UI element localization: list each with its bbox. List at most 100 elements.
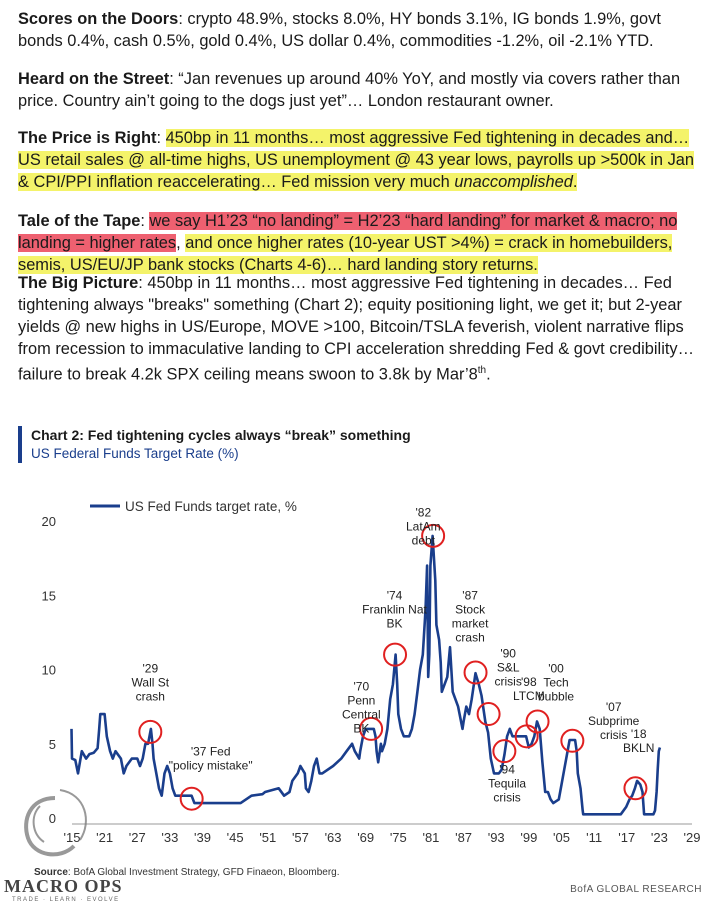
annotation-line: '70: [354, 679, 370, 693]
annotation-line: crisis: [495, 675, 522, 689]
x-tick-label: '57: [292, 830, 309, 845]
paragraph-big-picture: The Big Picture: 450bp in 11 months… mos…: [18, 274, 694, 384]
annotation-line: Franklin Nat: [362, 603, 427, 617]
annotation-line: '29: [142, 661, 158, 675]
annotation-label: '70 Penn Central BK: [342, 679, 381, 735]
annotation-line: '94: [499, 762, 515, 776]
paragraph-price: The Price is Right: 450bp in 11 months… …: [18, 129, 695, 191]
annotation-label: '37 Fed "policy mistake": [169, 745, 253, 773]
x-tick-label: '87: [455, 830, 472, 845]
annotation-line: Wall St: [132, 675, 170, 689]
x-tick-label: '45: [227, 830, 244, 845]
annotation-circle: [525, 709, 550, 734]
scores-text: : crypto 48.9%, stocks 8.0%, HY bonds 3.…: [18, 10, 661, 50]
annotation-line: bubble: [538, 689, 574, 703]
paragraph-tape: Tale of the Tape: we say H1’23 “no landi…: [18, 212, 678, 274]
annotation-circle: [476, 702, 501, 727]
x-tick-label: '27: [129, 830, 146, 845]
annotation-line: LTCM: [513, 689, 545, 703]
logo-tagline: TRADE · LEARN · EVOLVE: [12, 897, 120, 903]
series-line-fed-funds: [70, 534, 662, 816]
annotation-line: crash: [136, 689, 165, 703]
x-tick-label: '69: [357, 830, 374, 845]
annotation-circle: [463, 660, 488, 685]
logo-text: MACRO OPS: [4, 876, 123, 896]
y-tick-label: 0: [49, 811, 56, 826]
x-tick-label: '75: [390, 830, 407, 845]
heading-tape: Tale of the Tape: [18, 212, 141, 230]
annotation-line: Subprime: [588, 714, 640, 728]
y-tick-label: 20: [42, 514, 56, 529]
annotation-line: Tech: [543, 675, 568, 689]
x-tick-label: '21: [96, 830, 113, 845]
heading-price: The Price is Right: [18, 129, 157, 147]
annotation-circle: [492, 739, 517, 764]
annotation-line: Stock: [455, 603, 486, 617]
annotation-line: '87: [462, 589, 478, 603]
annotation-line: crisis: [600, 728, 627, 742]
annotation-circle: [179, 786, 204, 811]
paragraph-heard: Heard on the Street: “Jan revenues up ar…: [18, 68, 708, 112]
annotation-line: '98: [521, 675, 537, 689]
chart-header: Chart 2: Fed tightening cycles always “b…: [18, 426, 411, 463]
annotation-circle: [138, 719, 163, 744]
annotation-line: crash: [455, 631, 484, 645]
annotation-label: '90 S&L crisis: [495, 647, 522, 689]
annotation-line: '82: [416, 506, 432, 520]
annotation-line: '90: [500, 647, 516, 661]
big-picture-text: : 450bp in 11 months… most aggressive Fe…: [18, 274, 694, 384]
footer-brand: BofA GLOBAL RESEARCH: [570, 884, 702, 895]
x-tick-label: '93: [488, 830, 505, 845]
y-tick-label: 15: [42, 588, 56, 603]
annotation-line: Penn: [347, 693, 375, 707]
heading-heard: Heard on the Street: [18, 70, 170, 88]
heading-big-picture: The Big Picture: [18, 274, 139, 292]
heard-text: : “Jan revenues up around 40% YoY, and m…: [18, 70, 681, 110]
annotation-label: '87 Stock market crash: [452, 589, 489, 645]
annotation-line: Central: [342, 707, 381, 721]
annotation-label: '94 Tequila crisis: [488, 762, 526, 804]
annotation-label: '98 LTCM: [513, 675, 545, 703]
annotation-label: '18 BKLN: [623, 727, 654, 755]
price-highlight: 450bp in 11 months… most aggressive Fed …: [18, 129, 695, 191]
x-tick-label: '99: [520, 830, 537, 845]
annotation-line: '74: [387, 589, 403, 603]
x-tick-label: '63: [325, 830, 342, 845]
x-tick-label: '23: [651, 830, 668, 845]
annotation-label: '74 Franklin Nat BK: [362, 589, 427, 631]
y-tick-label: 5: [49, 737, 56, 752]
x-tick-label: '29: [684, 830, 701, 845]
x-tick-label: '05: [553, 830, 570, 845]
legend-label: US Fed Funds target rate, %: [125, 499, 297, 514]
annotation-line: LatAm: [406, 520, 441, 534]
annotation-line: BK: [353, 721, 369, 735]
annotation-line: BK: [387, 617, 403, 631]
x-tick-label: '33: [161, 830, 178, 845]
fed-funds-chart: 0 5 10 15 20 '15 '21 '27 '33 '39 '45 '51 '57 '63 '69 '7…: [42, 499, 701, 845]
annotation-label: '82 LatAm debt: [406, 506, 441, 548]
annotation-label: '00 Tech bubble: [538, 661, 574, 703]
annotation-circle: [560, 728, 585, 753]
annotation-line: Tequila: [488, 776, 526, 790]
annotation-line: S&L: [497, 661, 520, 675]
annotation-label: '07 Subprime crisis: [588, 700, 640, 742]
x-tick-label: '81: [422, 830, 439, 845]
x-tick-label: '51: [259, 830, 276, 845]
annotation-line: crisis: [493, 790, 520, 804]
x-tick-label: '17: [618, 830, 635, 845]
annotation-line: "policy mistake": [169, 759, 253, 773]
annotation-circle: [359, 716, 384, 741]
annotation-line: '18: [631, 727, 647, 741]
chart-title: Chart 2: Fed tightening cycles always “b…: [31, 427, 411, 443]
annotation-line: debt: [412, 534, 436, 548]
annotation-line: '00: [548, 661, 564, 675]
macro-ops-logo: [24, 789, 87, 857]
heading-scores: Scores on the Doors: [18, 10, 179, 28]
annotation-circle: [383, 642, 408, 667]
annotation-line: market: [452, 617, 489, 631]
chart-subtitle: US Federal Funds Target Rate (%): [31, 446, 239, 461]
y-tick-label: 10: [42, 663, 56, 678]
annotation-circle: [421, 523, 446, 548]
x-tick-label: '11: [586, 830, 602, 845]
x-tick-label: '15: [64, 830, 81, 845]
